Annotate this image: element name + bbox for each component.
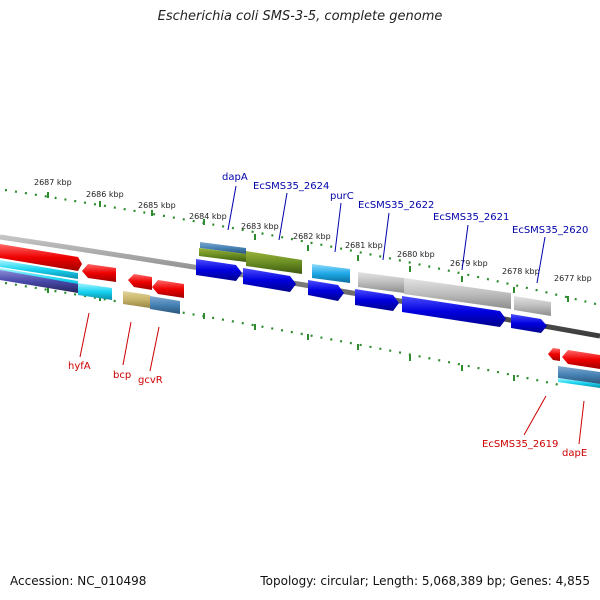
feature-2619-lower[interactable] — [558, 378, 600, 388]
feature-bcp[interactable] — [123, 291, 150, 308]
feature-purC-gene[interactable] — [312, 264, 350, 283]
tick-label: 2683 kbp — [241, 222, 279, 231]
outer-tick-ring — [4, 188, 600, 307]
reverse-features — [0, 244, 600, 388]
gene-label[interactable]: dapA — [222, 172, 248, 183]
tick-labels: 2687 kbp 2686 kbp 2685 kbp 2684 kbp 2683… — [34, 178, 592, 283]
reverse-gene-labels: hyfA bcp gcvR EcSMS35_2619 dapE — [68, 361, 587, 459]
inner-major-ticks — [47, 287, 515, 381]
cds-hyfA-lower[interactable] — [0, 260, 78, 279]
inner-tick-ring — [4, 281, 561, 387]
feature-gcvR[interactable] — [150, 296, 180, 314]
cds-2622[interactable] — [355, 289, 399, 311]
cds-bcp[interactable] — [128, 274, 152, 290]
accession-text: Accession: NC_010498 — [10, 574, 147, 588]
cds-purC[interactable] — [308, 280, 344, 301]
gene-label[interactable]: EcSMS35_2621 — [433, 212, 509, 223]
tick-label: 2685 kbp — [138, 201, 176, 210]
topology-text: Topology: circular; Length: 5,068,389 bp… — [260, 574, 590, 588]
gene-label[interactable]: EcSMS35_2622 — [358, 200, 434, 211]
cds-hyfA-upper[interactable] — [0, 244, 82, 271]
feature-2624-gene[interactable] — [246, 251, 302, 274]
cds-2620[interactable] — [511, 314, 547, 333]
forward-label-lines — [227, 185, 546, 284]
feature-dapA-annotation[interactable] — [200, 242, 246, 254]
gene-label[interactable]: EcSMS35_2619 — [482, 439, 558, 450]
tick-label: 2686 kbp — [86, 190, 124, 199]
tick-label: 2684 kbp — [189, 212, 227, 221]
gene-label[interactable]: purC — [330, 191, 354, 202]
reverse-label-lines — [79, 312, 585, 445]
tick-label: 2682 kbp — [293, 232, 331, 241]
feature-hyfA-cyan2[interactable] — [78, 283, 112, 300]
tick-label: 2679 kbp — [450, 259, 488, 268]
feature-2622-gene[interactable] — [358, 272, 404, 293]
feature-2620-gene[interactable] — [514, 296, 551, 316]
cds-dapA[interactable] — [196, 259, 242, 281]
gene-label[interactable]: EcSMS35_2624 — [253, 181, 329, 192]
tick-label: 2677 kbp — [554, 274, 592, 283]
cds-hyf-small[interactable] — [82, 264, 116, 282]
gene-label[interactable]: EcSMS35_2620 — [512, 225, 588, 236]
tick-label: 2678 kbp — [502, 267, 540, 276]
gene-label[interactable]: gcvR — [138, 375, 163, 386]
gene-label[interactable]: bcp — [113, 370, 131, 381]
cds-2624[interactable] — [243, 268, 296, 292]
gene-label[interactable]: dapE — [562, 448, 587, 459]
feature-dapA-gene[interactable] — [199, 248, 246, 262]
tick-label: 2687 kbp — [34, 178, 72, 187]
cds-2621[interactable] — [402, 296, 506, 327]
tick-label: 2680 kbp — [397, 250, 435, 259]
forward-features — [196, 242, 551, 333]
outer-major-ticks — [47, 192, 569, 302]
forward-gene-labels: dapA EcSMS35_2624 purC EcSMS35_2622 EcSM… — [222, 172, 588, 236]
map-title: Escherichia coli SMS-3-5, complete genom… — [157, 9, 443, 24]
cds-dapE[interactable] — [562, 350, 600, 369]
feature-hyfA-purple[interactable] — [0, 270, 78, 293]
tick-label: 2681 kbp — [345, 241, 383, 250]
gene-label[interactable]: hyfA — [68, 361, 91, 372]
cds-2619-small[interactable] — [548, 348, 560, 361]
cds-gcvR[interactable] — [152, 280, 184, 298]
feature-2621-gene[interactable] — [404, 278, 511, 309]
